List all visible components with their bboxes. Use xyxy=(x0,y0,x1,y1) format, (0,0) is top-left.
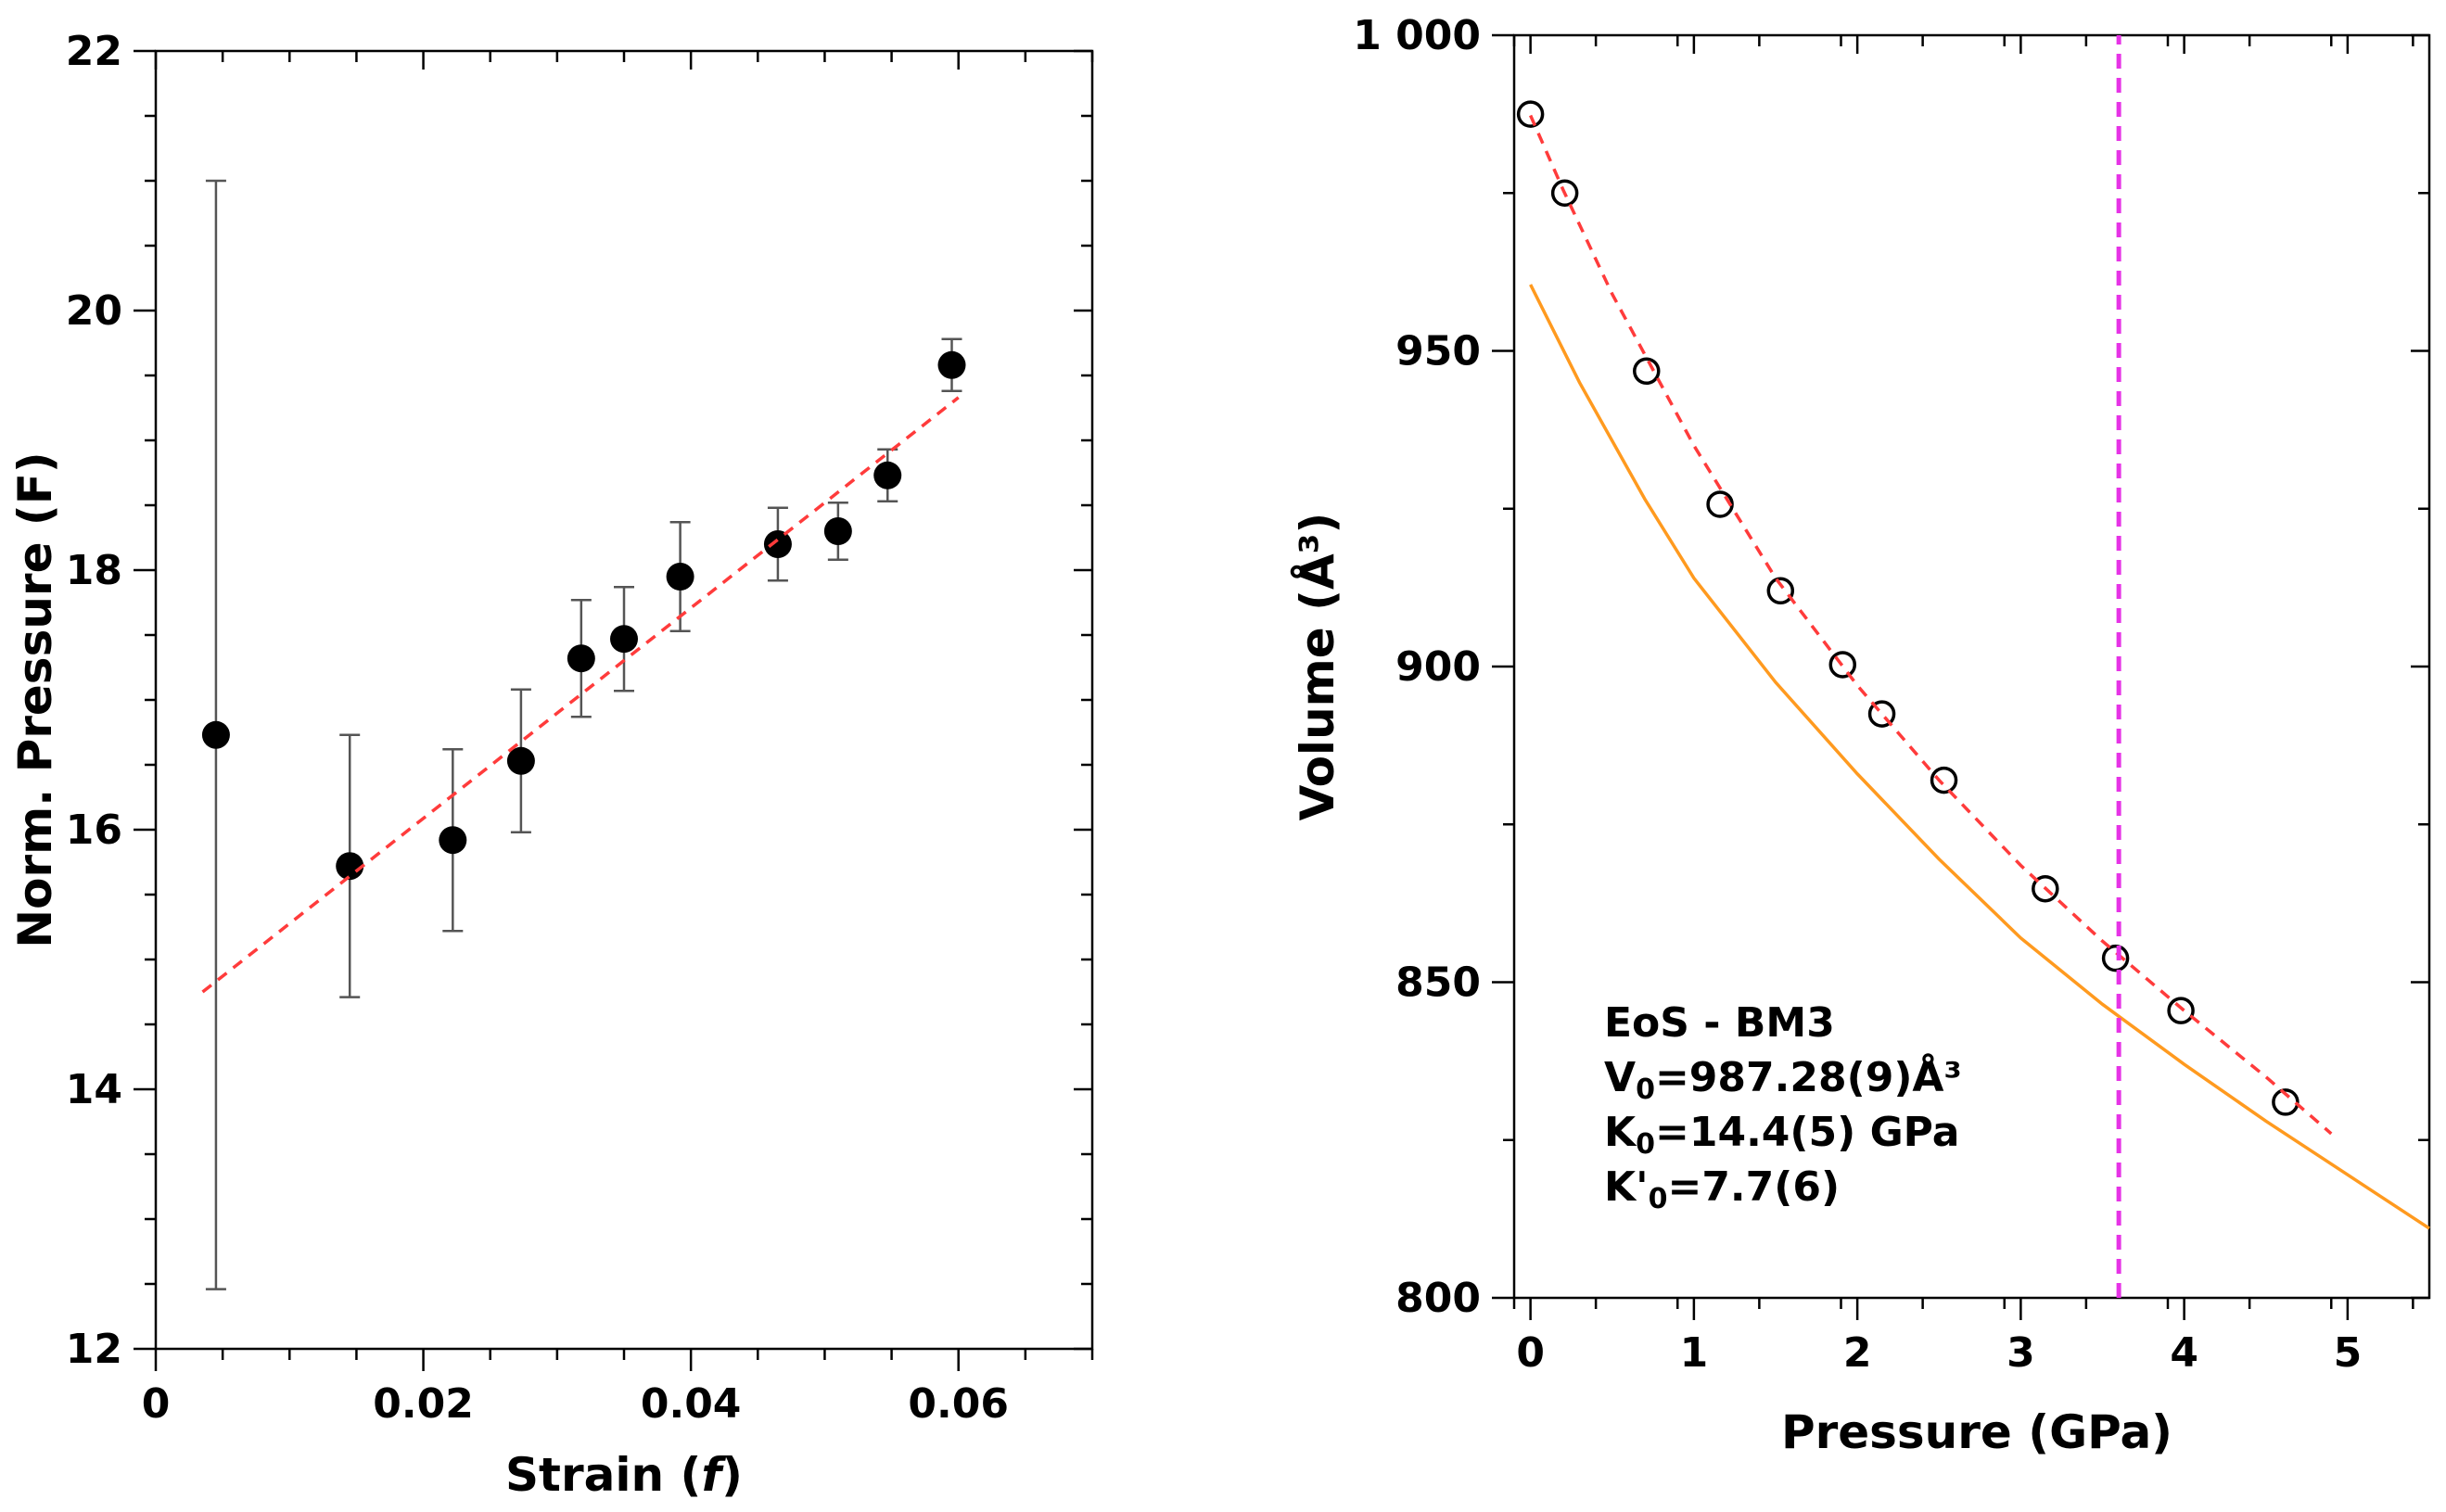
right-y-axis-title: Volume (Å³) xyxy=(1290,513,1344,821)
right-x-tick-label: 2 xyxy=(1843,1329,1872,1377)
kp0-main: K' xyxy=(1604,1163,1649,1211)
right-tick-labels: 0 1 2 3 4 5 800 850 900 950 1 000 xyxy=(1353,12,2362,1377)
left-data-point xyxy=(439,826,467,855)
left-data-point xyxy=(823,517,852,545)
right-plot-frame xyxy=(1512,33,2431,1300)
right-x-tick-label: 4 xyxy=(2170,1329,2198,1377)
left-data-point xyxy=(567,644,595,673)
right-x-axis-title: Pressure (GPa) xyxy=(1781,1405,2172,1459)
right-data-point xyxy=(1766,577,1795,605)
right-x-tick-label: 0 xyxy=(1516,1329,1545,1377)
left-x-axis-title-close: ) xyxy=(721,1448,743,1502)
left-x-axis-title: Strain (f) xyxy=(505,1448,743,1502)
left-data-point xyxy=(666,563,694,591)
kp0-value: =7.7(6) xyxy=(1667,1163,1840,1211)
right-data-point xyxy=(1633,357,1661,386)
left-tick-labels: 0 0.02 0.04 0.06 12 14 16 18 20 22 xyxy=(66,28,1009,1428)
right-data-point xyxy=(1516,100,1545,128)
eos-label: EoS - BM3 xyxy=(1604,999,1835,1047)
right-y-tick-label: 900 xyxy=(1395,643,1481,691)
right-y-tick-label: 1 000 xyxy=(1353,12,1481,59)
right-x-tick-label: 3 xyxy=(2006,1329,2035,1377)
left-x-axis-title-main: Strain ( xyxy=(505,1448,701,1502)
v0-value: =987.28(9)Å³ xyxy=(1655,1052,1962,1101)
k0-main: K xyxy=(1604,1109,1637,1156)
right-data-point xyxy=(2032,874,2059,903)
left-ticks xyxy=(134,49,1094,1371)
left-data-point xyxy=(506,746,535,775)
v0-main: V xyxy=(1604,1054,1636,1101)
left-x-tick-label: 0.06 xyxy=(908,1380,1009,1428)
left-plot-frame xyxy=(154,49,1094,1351)
left-data-point xyxy=(201,720,230,749)
left-y-tick-label: 20 xyxy=(66,287,122,335)
left-x-tick-label: 0 xyxy=(142,1380,171,1428)
right-data-point xyxy=(1550,179,1579,207)
k0-value: =14.4(5) GPa xyxy=(1655,1109,1959,1156)
left-y-tick-label: 18 xyxy=(66,547,122,594)
right-data-point xyxy=(1930,766,1958,794)
right-marks xyxy=(1516,35,2430,1298)
left-y-tick-label: 12 xyxy=(66,1326,122,1373)
left-chart-panel: 0 0.02 0.04 0.06 12 14 16 18 20 22 Strain (f) Nor… xyxy=(8,28,1094,1502)
right-y-tick-label: 800 xyxy=(1395,1275,1481,1322)
right-data-point xyxy=(1867,700,1896,728)
left-y-axis-title: Norm. Pressure (F) xyxy=(8,451,62,948)
left-x-tick-label: 0.02 xyxy=(373,1380,474,1428)
eos-annotation: EoS - BM3 V0=987.28(9)Å³ K0=14.4(5) GPa … xyxy=(1604,999,1962,1215)
left-data-point xyxy=(873,461,902,489)
left-series-fit xyxy=(201,396,960,994)
left-data-point xyxy=(763,530,792,558)
right-data-point xyxy=(2272,1088,2299,1116)
k0-label: K0=14.4(5) GPa xyxy=(1604,1109,1959,1161)
right-y-tick-label: 950 xyxy=(1395,328,1481,375)
right-x-tick-label: 1 xyxy=(1680,1329,1709,1377)
right-data-point xyxy=(2101,944,2130,972)
left-data-point xyxy=(610,625,638,654)
right-data-point xyxy=(1828,651,1857,679)
right-series-bm3-fit xyxy=(1529,114,2333,1136)
left-y-tick-label: 22 xyxy=(66,28,122,75)
right-data-point xyxy=(2167,997,2195,1024)
kp0-sub: 0 xyxy=(1649,1183,1668,1215)
right-series-curve xyxy=(1529,284,2430,1230)
v0-sub: 0 xyxy=(1636,1074,1655,1106)
left-x-tick-label: 0.04 xyxy=(641,1380,742,1428)
v0-label: V0=987.28(9)Å³ xyxy=(1604,1052,1962,1106)
left-marks xyxy=(201,179,966,1290)
left-y-tick-label: 14 xyxy=(66,1066,122,1113)
right-chart-panel: 0 1 2 3 4 5 800 850 900 950 1 000 Pressure (GPa) V… xyxy=(1290,12,2431,1459)
right-y-tick-label: 850 xyxy=(1395,959,1481,1007)
left-data-point xyxy=(336,852,364,881)
right-data-point xyxy=(1706,490,1734,518)
right-x-tick-label: 5 xyxy=(2334,1329,2363,1377)
kp0-label: K'0=7.7(6) xyxy=(1604,1163,1840,1215)
left-data-point xyxy=(937,350,966,379)
k0-sub: 0 xyxy=(1636,1128,1655,1161)
right-ticks xyxy=(1492,33,2429,1320)
left-y-tick-label: 16 xyxy=(66,807,122,854)
